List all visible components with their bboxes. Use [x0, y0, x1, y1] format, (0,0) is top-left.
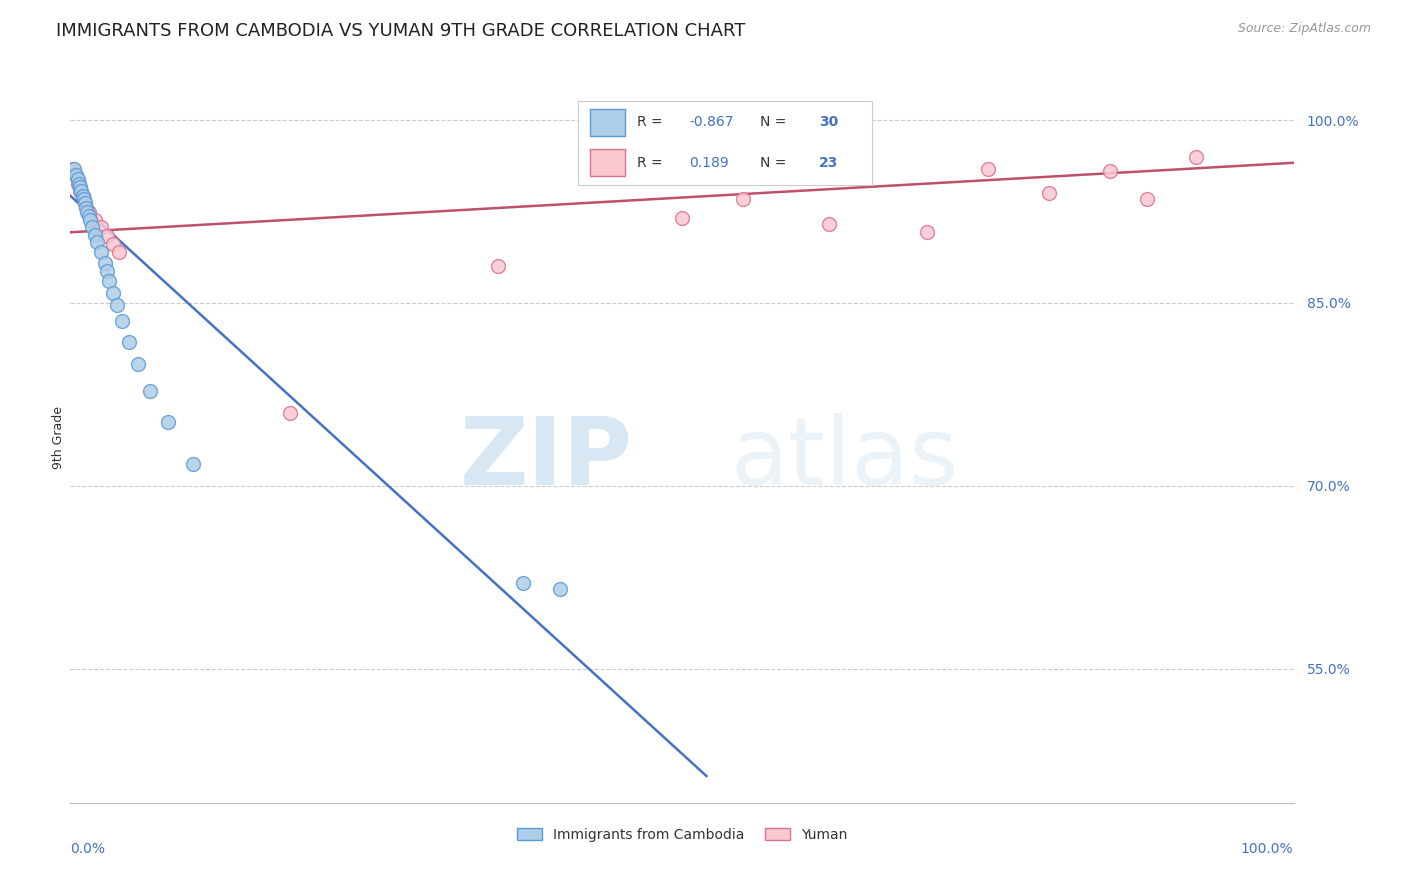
Point — [111, 314, 134, 328]
Point — [548, 582, 571, 597]
Point — [101, 286, 124, 301]
Point — [139, 384, 162, 398]
Point — [73, 196, 96, 211]
Point — [108, 244, 131, 259]
Point — [93, 256, 115, 270]
Point — [62, 161, 84, 176]
Point — [101, 237, 124, 252]
Point — [83, 227, 105, 242]
Point — [96, 228, 118, 243]
Point — [157, 416, 180, 430]
Legend: Immigrants from Cambodia, Yuman: Immigrants from Cambodia, Yuman — [510, 822, 853, 847]
Point — [72, 188, 94, 202]
Point — [79, 213, 101, 227]
Point — [733, 192, 755, 206]
Point — [976, 161, 998, 176]
Point — [73, 196, 96, 211]
Point — [1136, 192, 1159, 206]
Point — [671, 211, 693, 225]
Text: atlas: atlas — [731, 413, 959, 505]
Point — [90, 244, 112, 259]
Text: ZIP: ZIP — [460, 413, 633, 505]
Point — [82, 220, 104, 235]
Point — [69, 180, 91, 194]
Text: Source: ZipAtlas.com: Source: ZipAtlas.com — [1237, 22, 1371, 36]
Point — [65, 168, 87, 182]
Point — [66, 171, 89, 186]
Point — [1038, 186, 1060, 201]
Point — [118, 334, 141, 349]
Point — [90, 220, 112, 235]
Point — [512, 576, 534, 591]
Point — [105, 298, 128, 312]
Point — [72, 188, 94, 202]
Point — [488, 260, 510, 274]
Point — [98, 274, 121, 288]
Text: IMMIGRANTS FROM CAMBODIA VS YUMAN 9TH GRADE CORRELATION CHART: IMMIGRANTS FROM CAMBODIA VS YUMAN 9TH GR… — [56, 22, 745, 40]
Point — [83, 213, 105, 227]
Point — [70, 184, 93, 198]
Point — [66, 177, 89, 191]
Point — [77, 210, 100, 224]
Point — [73, 192, 96, 206]
Point — [1099, 164, 1122, 178]
Text: 0.0%: 0.0% — [70, 842, 105, 855]
Point — [915, 225, 938, 239]
Point — [77, 204, 100, 219]
Point — [75, 201, 97, 215]
Point — [181, 457, 204, 471]
Point — [76, 204, 98, 219]
Text: 100.0%: 100.0% — [1241, 842, 1294, 855]
Point — [67, 177, 90, 191]
Point — [280, 406, 302, 420]
Point — [1184, 150, 1206, 164]
Point — [63, 168, 86, 182]
Point — [69, 184, 91, 198]
Point — [96, 264, 118, 278]
Point — [63, 161, 86, 176]
Point — [127, 357, 149, 371]
Point — [86, 235, 108, 249]
Point — [817, 217, 839, 231]
Y-axis label: 9th Grade: 9th Grade — [52, 406, 65, 468]
